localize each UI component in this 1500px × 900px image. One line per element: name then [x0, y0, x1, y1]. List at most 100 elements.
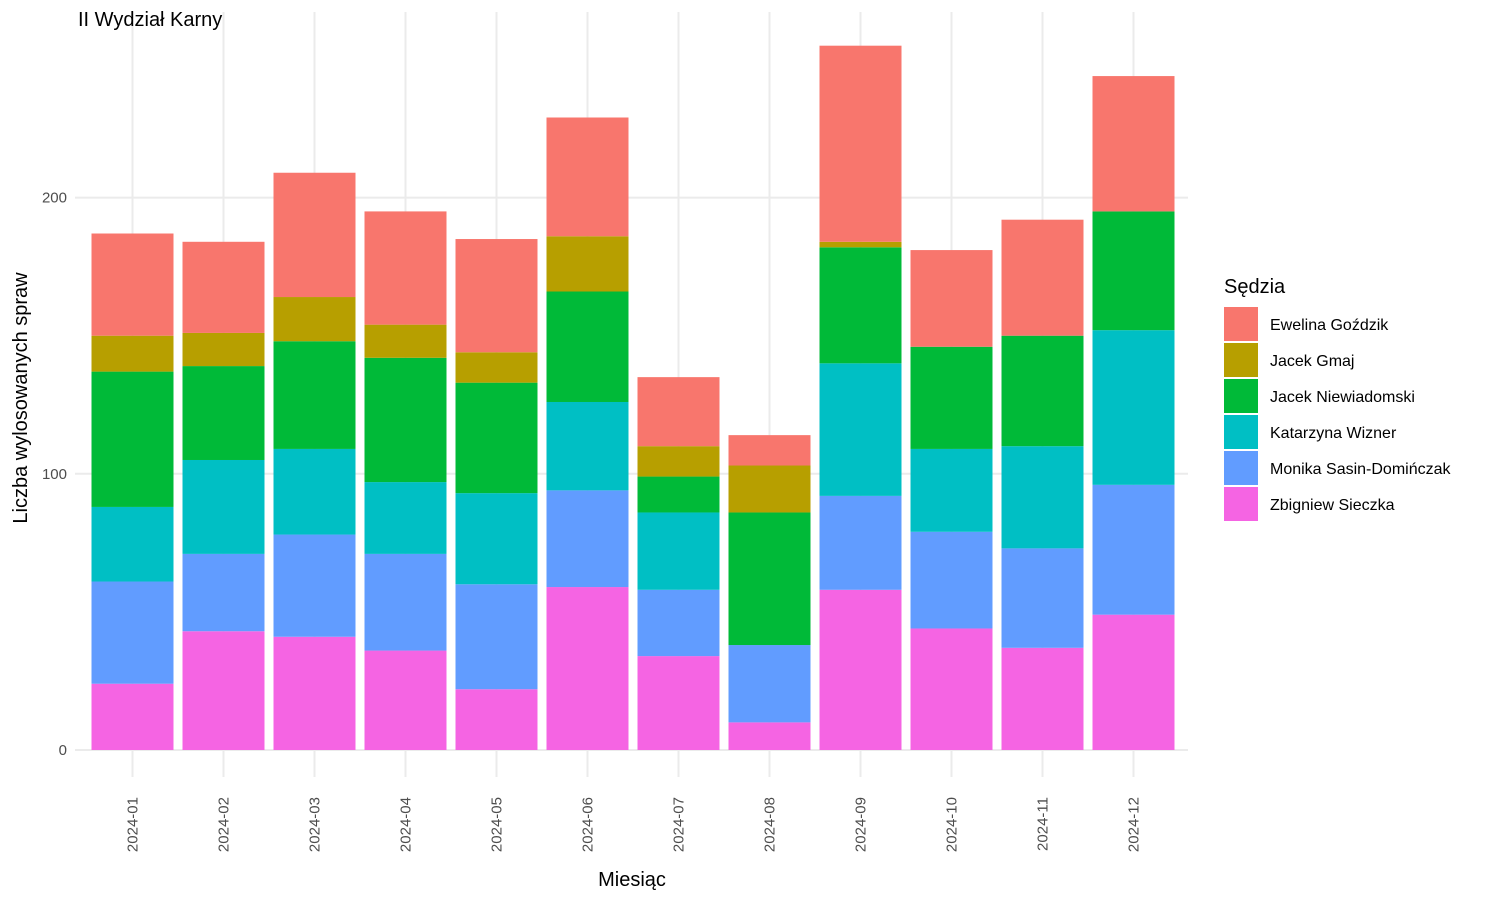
x-tick-label: 2024-06	[580, 797, 597, 852]
legend-label-katarzyna-wizner: Katarzyna Wizner	[1270, 425, 1397, 442]
bar-segment-zbigniew-sieczka-2024-06	[546, 587, 629, 750]
bar-segment-jacek-gmaj-2024-02	[182, 332, 265, 367]
bar-segment-ewelina-gozdzik-2024-09	[819, 45, 902, 242]
y-tick-label: 100	[42, 466, 67, 483]
legend-label-jacek-gmaj: Jacek Gmaj	[1270, 353, 1354, 370]
x-tick-label: 2024-08	[762, 797, 779, 852]
bar-segment-jacek-niewiadomski-2024-07	[637, 476, 720, 513]
x-tick-label: 2024-02	[216, 797, 233, 852]
x-tick-label: 2024-01	[125, 797, 142, 852]
bar-segment-ewelina-gozdzik-2024-10	[910, 250, 993, 347]
bar-segment-monika-sasin-dominczak-2024-04	[364, 553, 447, 651]
bar-segment-monika-sasin-dominczak-2024-06	[546, 490, 629, 588]
legend-swatch-jacek-gmaj	[1224, 343, 1258, 377]
bar-segment-zbigniew-sieczka-2024-08	[728, 722, 811, 750]
bar-segment-jacek-gmaj-2024-09	[819, 241, 902, 248]
chart-title: II Wydział Karny	[78, 9, 222, 31]
bar-segment-jacek-niewiadomski-2024-09	[819, 247, 902, 364]
bar-segment-ewelina-gozdzik-2024-11	[1001, 219, 1084, 336]
bar-segment-monika-sasin-dominczak-2024-12	[1092, 484, 1175, 615]
bar-segment-monika-sasin-dominczak-2024-10	[910, 531, 993, 629]
legend-swatch-ewelina-gozdzik	[1224, 307, 1258, 341]
bar-segment-monika-sasin-dominczak-2024-05	[455, 584, 538, 690]
bar-segment-ewelina-gozdzik-2024-02	[182, 241, 265, 333]
x-tick-label: 2024-09	[853, 797, 870, 852]
x-axis-title: Miesiąc	[598, 869, 666, 891]
y-tick-label: 200	[42, 190, 67, 207]
x-tick-label: 2024-12	[1126, 797, 1143, 852]
bar-segment-zbigniew-sieczka-2024-11	[1001, 647, 1084, 750]
bar-segment-katarzyna-wizner-2024-09	[819, 363, 902, 496]
bar-segment-monika-sasin-dominczak-2024-09	[819, 495, 902, 590]
x-tick-label: 2024-11	[1035, 797, 1052, 851]
x-tick-label: 2024-03	[307, 797, 324, 852]
x-axis-ticks: 2024-01 2024-02 2024-03 2024-04 2024-05 2024-…	[125, 797, 1143, 852]
y-axis-title: Liczba wylosowanych spraw	[10, 272, 32, 524]
bar-segment-monika-sasin-dominczak-2024-03	[273, 534, 356, 637]
bar-segment-zbigniew-sieczka-2024-09	[819, 589, 902, 750]
bar-segment-ewelina-gozdzik-2024-07	[637, 377, 720, 447]
bar-segment-zbigniew-sieczka-2024-01	[91, 683, 174, 750]
bars	[91, 45, 1175, 750]
bar-segment-katarzyna-wizner-2024-03	[273, 448, 356, 535]
bar-segment-zbigniew-sieczka-2024-12	[1092, 614, 1175, 750]
legend-label-ewelina-gozdzik: Ewelina Goździk	[1270, 317, 1389, 334]
legend-swatch-jacek-niewiadomski	[1224, 379, 1258, 413]
x-tick-label: 2024-05	[489, 797, 506, 852]
bar-segment-katarzyna-wizner-2024-05	[455, 493, 538, 585]
bar-segment-zbigniew-sieczka-2024-03	[273, 636, 356, 750]
bar-segment-jacek-gmaj-2024-05	[455, 352, 538, 383]
bar-segment-ewelina-gozdzik-2024-06	[546, 117, 629, 237]
bar-segment-jacek-niewiadomski-2024-06	[546, 291, 629, 402]
bar-segment-zbigniew-sieczka-2024-10	[910, 628, 993, 750]
legend-swatch-monika-sasin-dominczak	[1224, 451, 1258, 485]
bar-segment-jacek-niewiadomski-2024-08	[728, 512, 811, 646]
x-tick-label: 2024-07	[671, 797, 688, 852]
bar-segment-katarzyna-wizner-2024-04	[364, 482, 447, 554]
bar-segment-ewelina-gozdzik-2024-08	[728, 435, 811, 466]
x-tick-label: 2024-10	[944, 797, 961, 852]
legend-label-monika-sasin-dominczak: Monika Sasin-Domińczak	[1270, 461, 1452, 478]
bar-segment-jacek-niewiadomski-2024-12	[1092, 211, 1175, 331]
legend-label-zbigniew-sieczka: Zbigniew Sieczka	[1270, 497, 1395, 514]
bar-segment-katarzyna-wizner-2024-06	[546, 401, 629, 491]
legend-label-jacek-niewiadomski: Jacek Niewiadomski	[1270, 389, 1415, 406]
bar-segment-ewelina-gozdzik-2024-05	[455, 239, 538, 353]
bar-segment-jacek-gmaj-2024-06	[546, 236, 629, 292]
bar-segment-katarzyna-wizner-2024-02	[182, 459, 265, 554]
bar-segment-monika-sasin-dominczak-2024-01	[91, 581, 174, 684]
bar-segment-katarzyna-wizner-2024-10	[910, 448, 993, 532]
bar-segment-monika-sasin-dominczak-2024-08	[728, 645, 811, 723]
bar-segment-zbigniew-sieczka-2024-04	[364, 650, 447, 750]
bar-segment-jacek-gmaj-2024-01	[91, 335, 174, 372]
bar-segment-ewelina-gozdzik-2024-12	[1092, 76, 1175, 212]
bar-segment-zbigniew-sieczka-2024-05	[455, 689, 538, 750]
bar-segment-jacek-gmaj-2024-08	[728, 465, 811, 513]
bar-segment-zbigniew-sieczka-2024-07	[637, 656, 720, 750]
bar-segment-jacek-gmaj-2024-03	[273, 297, 356, 342]
bar-segment-jacek-niewiadomski-2024-01	[91, 371, 174, 507]
x-tick-label: 2024-04	[398, 797, 415, 852]
bar-segment-jacek-niewiadomski-2024-02	[182, 366, 265, 460]
bar-segment-jacek-niewiadomski-2024-03	[273, 341, 356, 449]
legend-swatch-katarzyna-wizner	[1224, 415, 1258, 449]
bar-segment-monika-sasin-dominczak-2024-02	[182, 553, 265, 632]
bar-segment-katarzyna-wizner-2024-01	[91, 506, 174, 582]
legend: Sędzia Ewelina Goździk Jacek Gmaj Jacek Ni…	[1224, 276, 1452, 521]
bar-segment-jacek-niewiadomski-2024-10	[910, 346, 993, 449]
bar-segment-jacek-niewiadomski-2024-05	[455, 382, 538, 494]
bar-segment-ewelina-gozdzik-2024-03	[273, 172, 356, 298]
bar-segment-katarzyna-wizner-2024-11	[1001, 446, 1084, 549]
bar-segment-ewelina-gozdzik-2024-04	[364, 211, 447, 325]
y-tick-label: 0	[59, 742, 67, 759]
bar-segment-monika-sasin-dominczak-2024-11	[1001, 548, 1084, 648]
legend-title: Sędzia	[1224, 276, 1286, 298]
bar-segment-zbigniew-sieczka-2024-02	[182, 631, 265, 750]
y-axis-ticks: 0 100 200	[42, 190, 67, 759]
legend-swatch-zbigniew-sieczka	[1224, 487, 1258, 521]
bar-segment-jacek-gmaj-2024-07	[637, 446, 720, 477]
bar-segment-katarzyna-wizner-2024-12	[1092, 330, 1175, 485]
bar-segment-jacek-niewiadomski-2024-11	[1001, 335, 1084, 447]
bar-segment-jacek-gmaj-2024-04	[364, 324, 447, 358]
